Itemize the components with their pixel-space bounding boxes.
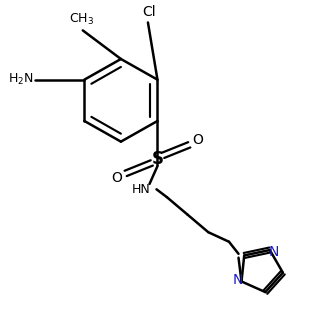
Text: H$_2$N: H$_2$N	[8, 72, 33, 87]
Text: O: O	[112, 171, 123, 185]
Text: HN: HN	[132, 183, 151, 196]
Text: S: S	[151, 150, 163, 168]
Text: Cl: Cl	[143, 5, 156, 19]
Text: O: O	[192, 133, 203, 147]
Text: N: N	[232, 273, 242, 287]
Text: N: N	[269, 245, 279, 259]
Text: CH$_3$: CH$_3$	[68, 12, 94, 27]
